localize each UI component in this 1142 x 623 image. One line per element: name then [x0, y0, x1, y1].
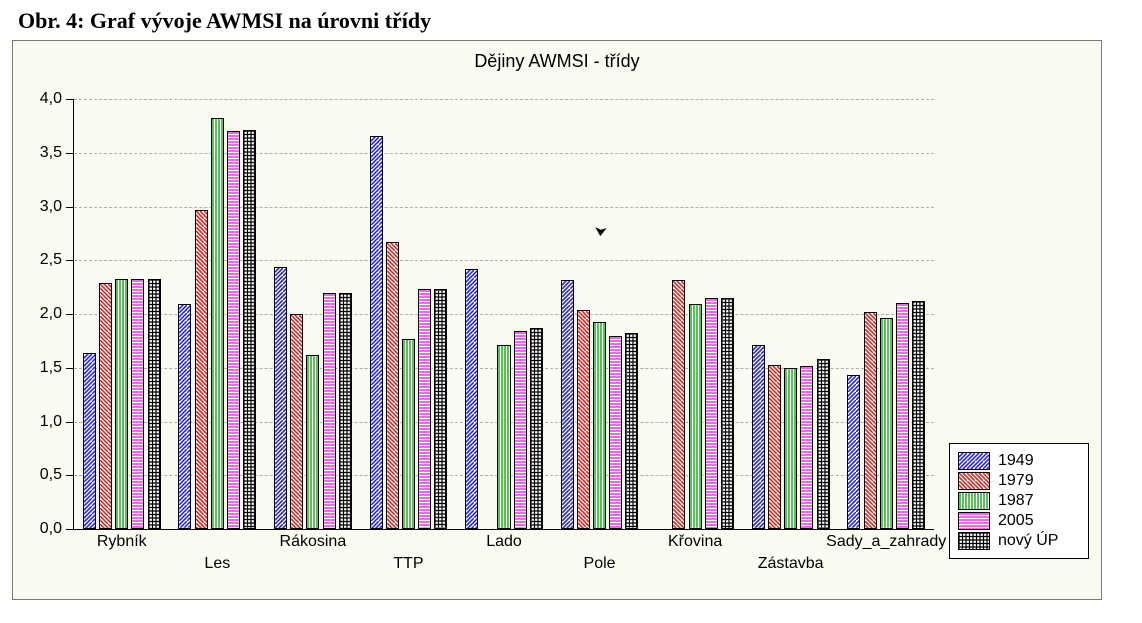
chart-bar — [131, 279, 144, 529]
chart-frame: Dějiny AWMSI - třídy — [12, 40, 1102, 600]
legend-item: 2005 — [958, 512, 1080, 530]
chart-bar — [672, 280, 685, 529]
chart-bar — [577, 310, 590, 529]
chart-bar — [274, 267, 287, 529]
chart-y-label: 1,0 — [40, 413, 74, 431]
chart-bar — [402, 339, 415, 529]
legend-swatch — [958, 492, 990, 510]
chart-bar — [609, 336, 622, 530]
legend-label: 2005 — [998, 512, 1034, 530]
chart-bar — [370, 136, 383, 529]
figure-caption: Obr. 4: Graf vývoje AWMSI na úrovni tříd… — [12, 8, 1130, 40]
chart-bar — [800, 366, 813, 529]
cursor-icon: ➤ — [590, 225, 612, 237]
chart-bar — [896, 303, 909, 529]
chart-bar — [434, 289, 447, 529]
chart-x-label: Křovina — [668, 533, 722, 551]
chart-bar — [847, 375, 860, 529]
chart-grid-line — [74, 99, 934, 100]
chart-bar — [689, 304, 702, 529]
chart-bar — [864, 312, 877, 529]
chart-bar — [178, 304, 191, 529]
chart-bar — [817, 359, 830, 529]
chart-grid-line — [74, 153, 934, 154]
chart-bar — [912, 301, 925, 529]
legend-label: 1979 — [998, 472, 1034, 490]
chart-bar — [195, 210, 208, 529]
chart-bar — [83, 353, 96, 529]
legend-swatch — [958, 532, 990, 550]
chart-x-label: Lado — [486, 533, 522, 551]
chart-x-label: Pole — [584, 555, 616, 573]
chart-x-label: TTP — [393, 555, 423, 573]
legend-item: 1979 — [958, 472, 1080, 490]
legend-swatch — [958, 512, 990, 530]
chart-bar — [880, 318, 893, 529]
chart-y-label: 1,5 — [40, 359, 74, 377]
legend-item: 1987 — [958, 492, 1080, 510]
chart-bar — [306, 355, 319, 529]
chart-x-label: Sady_a_zahrady — [826, 533, 946, 551]
chart-bar — [339, 293, 352, 530]
chart-y-label: 0,5 — [40, 466, 74, 484]
chart-x-label: Rákosina — [280, 533, 347, 551]
chart-bar — [768, 365, 781, 529]
chart-bar — [625, 333, 638, 529]
chart-bar — [465, 269, 478, 529]
chart-bar — [227, 131, 240, 529]
chart-title: Dějiny AWMSI - třídy — [13, 51, 1101, 72]
chart-bar — [530, 328, 543, 529]
chart-bar — [514, 331, 527, 529]
legend-item: 1949 — [958, 452, 1080, 470]
chart-bar — [386, 242, 399, 529]
legend-item: nový ÚP — [958, 532, 1080, 550]
chart-y-label: 3,5 — [40, 144, 74, 162]
chart-x-label: Zástavba — [758, 555, 824, 573]
chart-bar — [290, 314, 303, 529]
chart-bar — [721, 298, 734, 529]
legend-label: 1949 — [998, 452, 1034, 470]
chart-bar — [752, 345, 765, 529]
chart-bar — [243, 130, 256, 529]
chart-bar — [418, 289, 431, 529]
legend-label: nový ÚP — [998, 532, 1058, 550]
chart-bar — [99, 283, 112, 529]
legend-swatch — [958, 452, 990, 470]
chart-y-label: 0,0 — [40, 520, 74, 538]
chart-bar — [211, 118, 224, 529]
chart-bar — [784, 368, 797, 529]
legend-label: 1987 — [998, 492, 1034, 510]
chart-legend: 1949 1979 1987 2005 nový ÚP — [949, 443, 1089, 559]
chart-y-label: 3,0 — [40, 198, 74, 216]
chart-bar — [323, 293, 336, 530]
chart-bar — [593, 322, 606, 529]
chart-bar — [705, 298, 718, 529]
chart-bar — [115, 279, 128, 529]
chart-y-label: 2,5 — [40, 251, 74, 269]
chart-bar — [497, 345, 510, 529]
chart-bar — [148, 279, 161, 529]
legend-swatch — [958, 472, 990, 490]
chart-bar — [561, 280, 574, 529]
chart-y-label: 2,0 — [40, 305, 74, 323]
chart-grid-line — [74, 207, 934, 208]
chart-y-label: 4,0 — [40, 90, 74, 108]
chart-x-label: Les — [204, 555, 230, 573]
chart-plot-area: 0,00,51,01,52,02,53,03,54,0RybníkLesRáko… — [73, 99, 934, 530]
chart-x-label: Rybník — [97, 533, 147, 551]
